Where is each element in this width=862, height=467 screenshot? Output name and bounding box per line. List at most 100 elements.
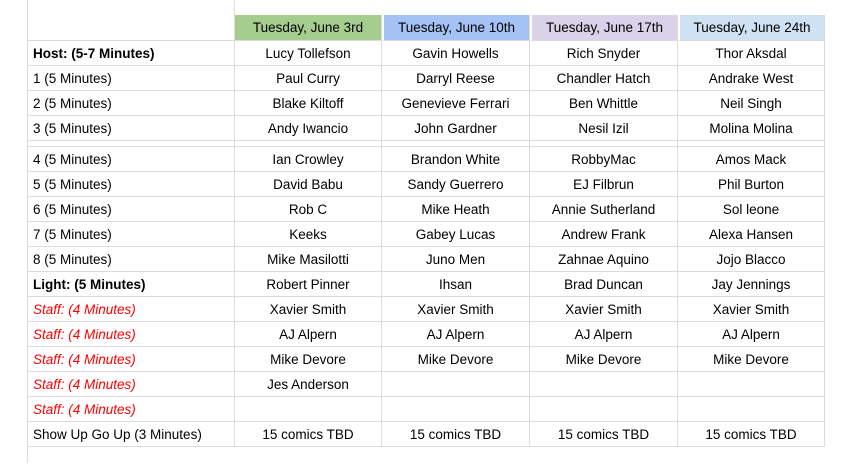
- schedule-cell[interactable]: AJ Alpern: [678, 322, 825, 347]
- row-label-cell[interactable]: Host: (5-7 Minutes): [28, 41, 235, 66]
- schedule-cell[interactable]: [530, 397, 678, 422]
- table-row: Light: (5 Minutes) Robert Pinner Ihsan Brad…: [28, 272, 825, 297]
- schedule-cell[interactable]: Sandy Guerrero: [382, 172, 530, 197]
- schedule-cell[interactable]: Mike Heath: [382, 197, 530, 222]
- row-label-cell[interactable]: 1 (5 Minutes): [28, 66, 235, 91]
- schedule-cell[interactable]: [530, 372, 678, 397]
- schedule-cell[interactable]: Ben Whittle: [530, 91, 678, 116]
- schedule-cell[interactable]: Gavin Howells: [382, 41, 530, 66]
- schedule-cell[interactable]: Andrake West: [678, 66, 825, 91]
- schedule-cell[interactable]: Xavier Smith: [382, 297, 530, 322]
- row-label-cell[interactable]: Staff: (4 Minutes): [28, 397, 235, 422]
- top-empty-cell[interactable]: [235, 0, 382, 15]
- schedule-cell[interactable]: [235, 141, 382, 147]
- schedule-cell[interactable]: Andrew Frank: [530, 222, 678, 247]
- schedule-cell[interactable]: AJ Alpern: [235, 322, 382, 347]
- schedule-cell[interactable]: [678, 372, 825, 397]
- schedule-cell[interactable]: [678, 397, 825, 422]
- schedule-cell[interactable]: Ian Crowley: [235, 147, 382, 172]
- row-label-cell[interactable]: Light: (5 Minutes): [28, 272, 235, 297]
- corner-cell[interactable]: [28, 15, 235, 41]
- date-header-june-10[interactable]: Tuesday, June 10th: [382, 15, 530, 41]
- schedule-cell[interactable]: RobbyMac: [530, 147, 678, 172]
- schedule-cell[interactable]: Mike Devore: [530, 347, 678, 372]
- schedule-cell[interactable]: Lucy Tollefson: [235, 41, 382, 66]
- schedule-cell[interactable]: Andy Iwancio: [235, 116, 382, 141]
- schedule-cell[interactable]: Jes Anderson: [235, 372, 382, 397]
- row-label-cell[interactable]: Staff: (4 Minutes): [28, 347, 235, 372]
- schedule-cell[interactable]: Rich Snyder: [530, 41, 678, 66]
- schedule-cell[interactable]: Mike Devore: [235, 347, 382, 372]
- row-label-cell[interactable]: 8 (5 Minutes): [28, 247, 235, 272]
- row-label-cell[interactable]: Staff: (4 Minutes): [28, 297, 235, 322]
- schedule-cell[interactable]: [235, 397, 382, 422]
- row-label-cell[interactable]: [28, 141, 235, 147]
- top-empty-cell[interactable]: [382, 0, 530, 15]
- top-empty-label-cell[interactable]: [28, 0, 235, 15]
- schedule-cell[interactable]: Alexa Hansen: [678, 222, 825, 247]
- schedule-cell[interactable]: 15 comics TBD: [235, 422, 382, 447]
- schedule-cell[interactable]: Amos Mack: [678, 147, 825, 172]
- schedule-cell[interactable]: Annie Sutherland: [530, 197, 678, 222]
- schedule-cell[interactable]: Mike Devore: [678, 347, 825, 372]
- schedule-cell[interactable]: Zahnae Aquino: [530, 247, 678, 272]
- schedule-cell[interactable]: Nesil Izil: [530, 116, 678, 141]
- schedule-cell[interactable]: Blake Kiltoff: [235, 91, 382, 116]
- schedule-cell[interactable]: Rob C: [235, 197, 382, 222]
- row-label-cell[interactable]: 7 (5 Minutes): [28, 222, 235, 247]
- schedule-cell[interactable]: Xavier Smith: [530, 297, 678, 322]
- schedule-cell[interactable]: 15 comics TBD: [530, 422, 678, 447]
- gridline-left: [27, 0, 28, 463]
- row-label-cell[interactable]: 3 (5 Minutes): [28, 116, 235, 141]
- date-header-june-24[interactable]: Tuesday, June 24th: [678, 15, 825, 41]
- schedule-cell[interactable]: AJ Alpern: [382, 322, 530, 347]
- schedule-cell[interactable]: Mike Masilotti: [235, 247, 382, 272]
- schedule-cell[interactable]: Paul Curry: [235, 66, 382, 91]
- top-empty-cell[interactable]: [530, 0, 678, 15]
- schedule-cell[interactable]: Xavier Smith: [235, 297, 382, 322]
- schedule-cell[interactable]: Brandon White: [382, 147, 530, 172]
- schedule-cell[interactable]: 15 comics TBD: [382, 422, 530, 447]
- schedule-cell[interactable]: [382, 372, 530, 397]
- schedule-cell[interactable]: Jojo Blacco: [678, 247, 825, 272]
- schedule-cell[interactable]: Keeks: [235, 222, 382, 247]
- date-header-june-17[interactable]: Tuesday, June 17th: [530, 15, 678, 41]
- date-header-row: Tuesday, June 3rd Tuesday, June 10th Tue…: [28, 15, 825, 41]
- table-row: Staff: (4 Minutes) Jes Anderson: [28, 372, 825, 397]
- schedule-cell[interactable]: Genevieve Ferrari: [382, 91, 530, 116]
- row-label-cell[interactable]: 6 (5 Minutes): [28, 197, 235, 222]
- schedule-cell[interactable]: Chandler Hatch: [530, 66, 678, 91]
- schedule-cell[interactable]: Robert Pinner: [235, 272, 382, 297]
- schedule-cell[interactable]: 15 comics TBD: [678, 422, 825, 447]
- schedule-cell[interactable]: Juno Men: [382, 247, 530, 272]
- schedule-cell[interactable]: [678, 141, 825, 147]
- schedule-cell[interactable]: [382, 397, 530, 422]
- row-label-cell[interactable]: 5 (5 Minutes): [28, 172, 235, 197]
- schedule-cell[interactable]: Molina Molina: [678, 116, 825, 141]
- top-empty-cell[interactable]: [678, 0, 825, 15]
- row-label-cell[interactable]: 2 (5 Minutes): [28, 91, 235, 116]
- schedule-cell[interactable]: Gabey Lucas: [382, 222, 530, 247]
- table-row: Staff: (4 Minutes) Mike Devore Mike Devore…: [28, 347, 825, 372]
- schedule-cell[interactable]: Neil Singh: [678, 91, 825, 116]
- row-label-cell[interactable]: Staff: (4 Minutes): [28, 372, 235, 397]
- schedule-cell[interactable]: Phil Burton: [678, 172, 825, 197]
- schedule-cell[interactable]: Brad Duncan: [530, 272, 678, 297]
- row-label-cell[interactable]: 4 (5 Minutes): [28, 147, 235, 172]
- schedule-cell[interactable]: Xavier Smith: [678, 297, 825, 322]
- schedule-cell[interactable]: [382, 141, 530, 147]
- date-header-june-3[interactable]: Tuesday, June 3rd: [235, 15, 382, 41]
- schedule-cell[interactable]: EJ Filbrun: [530, 172, 678, 197]
- row-label-cell[interactable]: Staff: (4 Minutes): [28, 322, 235, 347]
- schedule-cell[interactable]: Sol leone: [678, 197, 825, 222]
- schedule-cell[interactable]: David Babu: [235, 172, 382, 197]
- schedule-cell[interactable]: Thor Aksdal: [678, 41, 825, 66]
- schedule-cell[interactable]: AJ Alpern: [530, 322, 678, 347]
- schedule-cell[interactable]: Jay Jennings: [678, 272, 825, 297]
- schedule-cell[interactable]: [530, 141, 678, 147]
- schedule-cell[interactable]: Mike Devore: [382, 347, 530, 372]
- schedule-cell[interactable]: John Gardner: [382, 116, 530, 141]
- row-label-cell[interactable]: Show Up Go Up (3 Minutes): [28, 422, 235, 447]
- schedule-cell[interactable]: Ihsan: [382, 272, 530, 297]
- schedule-cell[interactable]: Darryl Reese: [382, 66, 530, 91]
